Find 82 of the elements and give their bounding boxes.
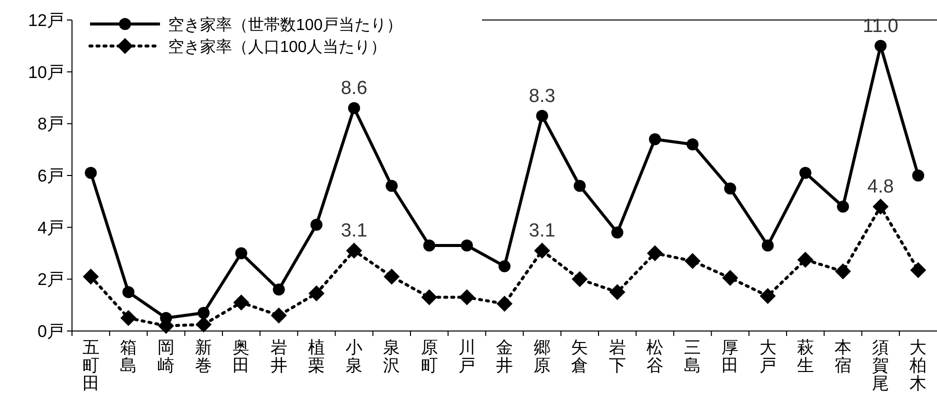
point [82, 268, 99, 285]
point [233, 294, 250, 310]
data-label: 3.1 [528, 220, 556, 242]
x-tick-label: 五町田 [82, 338, 100, 393]
x-tick-label: 大戸 [759, 338, 776, 375]
point [120, 310, 136, 326]
point [872, 198, 889, 215]
point [235, 247, 248, 260]
y-tick-label: 10戸 [28, 62, 64, 82]
point [836, 200, 849, 213]
x-tick-label: 泉沢 [383, 338, 400, 375]
y-tick-label: 2戸 [38, 270, 64, 290]
point [648, 133, 661, 146]
point [760, 288, 776, 304]
point [724, 182, 736, 194]
x-tick-label: 小泉 [346, 338, 363, 375]
data-label: 3.1 [340, 220, 368, 242]
x-tick-label: 厚田 [722, 338, 739, 375]
data-label: 4.8 [867, 176, 894, 198]
x-tick-label: 三島 [684, 338, 702, 375]
data-label: 8.3 [528, 86, 556, 107]
point [423, 239, 436, 252]
y-tick-label: 4戸 [38, 218, 64, 238]
point [799, 166, 812, 179]
point [572, 271, 588, 288]
point [910, 262, 926, 278]
point [611, 226, 624, 239]
x-tick-label: 植栗 [308, 338, 325, 375]
x-tick-label: 金井 [496, 338, 513, 375]
legend-label: 空き家率（人口100人当たり） [168, 38, 387, 56]
x-tick-label: 須賀尾 [872, 338, 890, 393]
data-label: 11.0 [862, 16, 898, 37]
y-tick-label: 6戸 [38, 166, 64, 186]
point [496, 296, 512, 312]
point [460, 239, 473, 252]
point [346, 242, 362, 259]
point [386, 180, 398, 192]
legend-label: 空き家率（世帯数100戸当たり） [168, 16, 403, 34]
point [498, 260, 510, 272]
x-tick-label: 矢倉 [571, 338, 588, 375]
y-tick-label: 0戸 [38, 322, 64, 341]
point [536, 110, 548, 122]
x-tick-label: 大柏木 [908, 338, 927, 393]
point [684, 253, 701, 270]
point [609, 284, 626, 300]
point [308, 285, 324, 302]
point [84, 166, 97, 179]
y-tick-label: 8戸 [38, 114, 64, 134]
x-tick-label: 松谷 [646, 338, 664, 375]
point [384, 268, 400, 285]
x-tick-label: 岩下 [608, 338, 626, 375]
point [762, 239, 774, 252]
point [196, 316, 212, 333]
point [310, 218, 322, 231]
point [534, 242, 550, 259]
point [198, 306, 210, 319]
x-tick-label: 郷原 [534, 338, 551, 375]
point [722, 270, 738, 286]
point [797, 252, 814, 268]
point [122, 286, 134, 298]
x-tick-label: 川戸 [458, 338, 476, 375]
x-tick-label: 岡崎 [158, 338, 175, 375]
point [912, 170, 924, 182]
point [686, 138, 699, 150]
x-tick-label: 岩井 [270, 338, 288, 375]
point [574, 180, 586, 192]
point [270, 307, 287, 324]
point [272, 284, 285, 296]
point [458, 289, 475, 306]
data-label: 8.6 [340, 78, 368, 100]
x-tick-label: 奥田 [232, 338, 250, 375]
y-tick-label: 12戸 [28, 11, 64, 30]
x-tick-label: 箱島 [120, 338, 137, 375]
point [834, 263, 851, 280]
point [421, 289, 438, 306]
x-tick-label: 萩生 [796, 338, 814, 375]
x-tick-label: 新巻 [195, 338, 212, 375]
x-tick-label: 原町 [420, 338, 438, 375]
point [874, 40, 887, 52]
x-tick-label: 本宿 [834, 338, 852, 375]
point [646, 245, 663, 262]
point [348, 102, 360, 114]
